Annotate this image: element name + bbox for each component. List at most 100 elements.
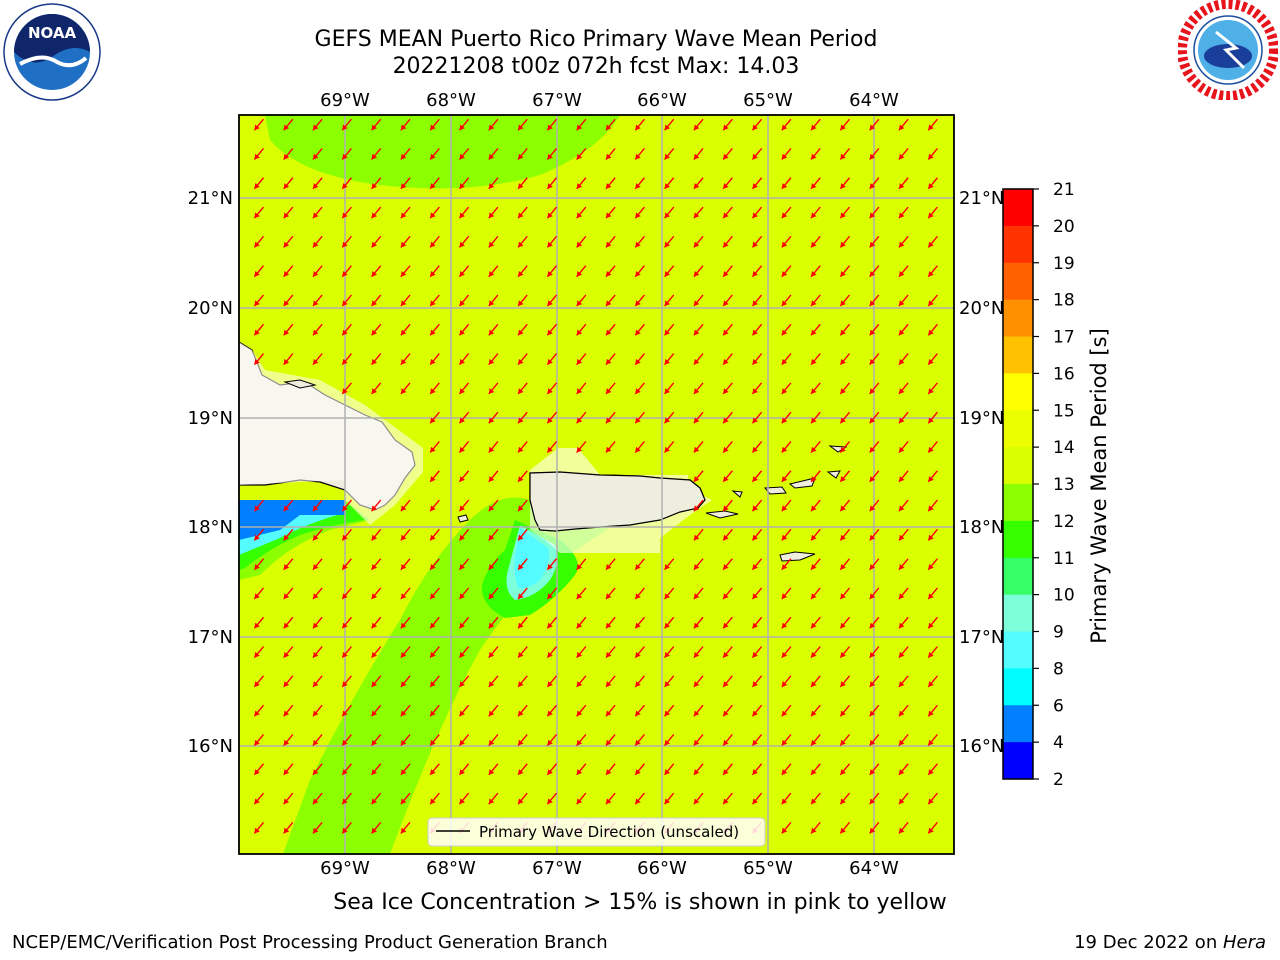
wave-arrow <box>400 646 411 659</box>
colorbar-swatch <box>1003 742 1033 780</box>
colorbar-tick-label: 12 <box>1053 512 1075 532</box>
wave-arrow <box>312 353 323 366</box>
wave-arrow <box>664 675 675 688</box>
lat-label-left: 19°N <box>188 408 233 429</box>
wave-arrow <box>488 411 499 424</box>
wave-arrow <box>693 177 704 190</box>
wave-arrow <box>781 704 792 717</box>
wave-arrow <box>664 294 675 307</box>
wave-arrow <box>810 675 821 688</box>
wave-arrow <box>576 704 587 717</box>
wave-arrow <box>693 558 704 571</box>
wave-arrow <box>722 118 733 131</box>
wave-arrow <box>810 528 821 541</box>
graticule <box>239 115 954 854</box>
wave-arrow <box>927 763 938 776</box>
wave-arrow <box>253 734 265 746</box>
wave-arrow <box>693 587 704 600</box>
wave-arrow <box>839 177 851 190</box>
wave-arrow <box>722 206 733 219</box>
wave-arrow <box>429 675 440 688</box>
wave-arrow <box>546 265 558 278</box>
wave-arrow <box>722 353 733 366</box>
wave-arrow <box>898 821 909 834</box>
wave-arrow <box>664 646 675 659</box>
wave-arrow <box>722 235 733 248</box>
wave-arrow <box>517 441 528 453</box>
wave-arrow <box>781 206 792 219</box>
wave-arrow <box>869 411 880 424</box>
wave-arrow <box>283 558 294 571</box>
wave-arrow <box>810 558 821 571</box>
wave-arrow <box>371 763 382 776</box>
wave-arrow <box>781 821 792 834</box>
wave-arrow <box>634 118 645 131</box>
colorbar-swatch <box>1003 373 1033 411</box>
colorbar-swatch <box>1003 668 1033 706</box>
wave-arrow <box>693 411 704 424</box>
wave-arrow <box>517 646 528 659</box>
wave-arrow <box>283 646 294 659</box>
wave-arrow <box>664 734 675 746</box>
wave-arrow <box>664 206 675 219</box>
wave-arrow <box>458 675 470 688</box>
wave-arrow <box>693 792 704 805</box>
wave-arrow <box>429 558 440 571</box>
colorbar-tick-label: 11 <box>1053 549 1075 569</box>
wave-arrow <box>341 382 352 395</box>
wave-arrow <box>722 675 733 688</box>
wave-arrow <box>722 792 733 805</box>
wave-arrow <box>634 704 645 717</box>
wave-arrow <box>283 734 294 746</box>
wave-arrow <box>488 294 499 307</box>
wave-arrow <box>781 353 792 366</box>
wave-arrow <box>927 235 938 248</box>
colorbar-swatch <box>1003 336 1033 374</box>
wave-arrow <box>341 792 352 805</box>
wave-arrow <box>429 323 440 336</box>
colorbar-tick-label: 13 <box>1053 475 1075 495</box>
wave-arrow <box>722 646 733 659</box>
wave-arrow <box>781 294 792 307</box>
wave-arrow <box>810 704 821 717</box>
wave-arrow <box>634 441 645 453</box>
wave-arrow <box>429 441 440 453</box>
wave-arrow <box>634 411 645 424</box>
lat-label-right: 18°N <box>959 517 1004 538</box>
wave-arrow <box>312 323 323 336</box>
lon-label-top: 65°W <box>743 90 793 111</box>
wave-arrow <box>517 382 528 395</box>
wave-arrow <box>605 646 616 659</box>
wave-arrow <box>869 470 880 483</box>
wave-arrow <box>576 382 587 395</box>
wave-arrow <box>869 499 880 512</box>
wave-arrow <box>517 675 528 688</box>
wave-arrow <box>371 294 382 307</box>
wave-arrow <box>898 235 909 248</box>
wave-arrow <box>927 821 938 834</box>
lat-label-right: 16°N <box>959 736 1004 757</box>
wave-arrow <box>781 118 792 131</box>
wave-arrow <box>341 294 352 307</box>
wave-arrow <box>751 441 763 453</box>
wave-arrow <box>810 646 821 659</box>
wave-arrow <box>283 148 294 160</box>
colorbar-tick-label: 14 <box>1053 438 1075 458</box>
wave-arrow <box>400 528 411 541</box>
period-6s-region-west <box>239 500 345 515</box>
wave-arrow <box>664 704 675 717</box>
wave-arrow <box>927 499 938 512</box>
wave-arrow <box>634 558 645 571</box>
wave-arrow <box>283 265 294 278</box>
wave-arrow <box>458 470 470 483</box>
wave-arrow <box>488 148 499 160</box>
wave-arrow <box>371 734 382 746</box>
wave-arrow <box>751 294 763 307</box>
wave-arrow <box>312 734 323 746</box>
wave-arrow <box>576 353 587 366</box>
wave-arrow <box>839 382 851 395</box>
wave-arrow <box>810 763 821 776</box>
wave-arrow <box>898 675 909 688</box>
wave-arrow <box>898 792 909 805</box>
wave-arrow <box>693 675 704 688</box>
